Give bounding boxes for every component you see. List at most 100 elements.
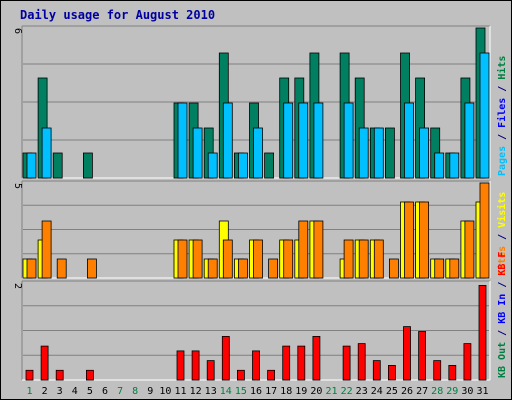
x-tick-label-day-18: 18 [280, 386, 292, 397]
bar-files-day-16 [253, 127, 263, 179]
bar-kb-f-day-22 [342, 345, 351, 381]
legend-entry: Sites [496, 246, 508, 276]
bar-kb-f-day-17 [267, 369, 276, 381]
x-tick-label-day-10: 10 [159, 386, 171, 397]
bar-sites-day-16 [253, 239, 263, 279]
x-tick-label-day-1: 1 [26, 386, 32, 397]
x-tick-label-day-13: 13 [205, 386, 217, 397]
panel-legend: Pages / Files / Hits [496, 56, 508, 176]
bar-sites-day-31 [479, 182, 490, 279]
bar-kb-f-day-12 [191, 350, 200, 381]
bar-files-day-2 [41, 127, 52, 179]
legend-entry: / [497, 330, 508, 342]
x-tick-label-day-31: 31 [476, 386, 488, 397]
legend-entry: KB In [497, 294, 508, 330]
x-tick-label-day-27: 27 [416, 386, 428, 397]
x-tick-label-day-29: 29 [446, 386, 458, 397]
bar-kb-f-day-11 [176, 350, 185, 381]
bar-kb-f-day-14 [221, 335, 230, 381]
x-tick-label-day-12: 12 [190, 386, 202, 397]
x-tick-label-day-21: 21 [325, 386, 337, 397]
bar-files-day-23 [358, 127, 369, 179]
legend-entry: KB F [497, 252, 508, 282]
bar-sites-day-1 [26, 258, 37, 279]
x-tick-label-day-28: 28 [431, 386, 443, 397]
bar-sites-day-22 [343, 239, 354, 279]
bar-kb-f-day-15 [236, 369, 245, 381]
panel-legend: Sites / Visits [496, 192, 508, 276]
bar-hits-day-5 [83, 152, 93, 179]
legend-entry: KB Out [497, 342, 508, 378]
bar-sites-day-28 [434, 258, 445, 279]
legend-entry: Files [496, 98, 508, 134]
x-tick-label-day-20: 20 [310, 386, 322, 397]
legend-entry: Hits [496, 56, 508, 86]
bar-files-day-19 [298, 102, 309, 179]
bar-sites-day-11 [177, 239, 188, 279]
bar-files-day-12 [192, 127, 203, 179]
bar-files-day-24 [373, 127, 384, 179]
bar-sites-day-20 [313, 220, 324, 279]
bar-sites-day-2 [41, 220, 52, 279]
bar-sites-day-23 [358, 239, 369, 279]
x-tick-label-day-2: 2 [42, 386, 48, 397]
x-tick-label-day-11: 11 [174, 386, 186, 397]
chart-title: Daily usage for August 2010 [20, 8, 215, 22]
legend-entry: Pages [497, 146, 508, 176]
x-tick-label-day-15: 15 [235, 386, 247, 397]
bar-files-day-31 [479, 52, 490, 179]
bar-sites-day-5 [87, 258, 97, 279]
bar-files-day-18 [283, 102, 294, 179]
bar-hits-day-3 [52, 152, 63, 179]
x-tick-label-day-16: 16 [250, 386, 262, 397]
legend-entry: / [497, 134, 508, 146]
bar-sites-day-14 [222, 239, 233, 279]
bar-kb-f-day-29 [448, 364, 457, 381]
legend-entry: / [497, 234, 508, 246]
bar-kb-f-day-26 [403, 326, 411, 381]
x-tick-label-day-23: 23 [356, 386, 368, 397]
bar-kb-f-day-3 [55, 369, 64, 381]
bar-hits-day-25 [384, 127, 395, 179]
bar-kb-f-day-25 [387, 364, 396, 381]
bar-kb-f-day-2 [40, 345, 49, 381]
bar-files-day-14 [222, 102, 233, 179]
bar-files-day-15 [237, 152, 248, 179]
y-max-label: 2 [12, 283, 23, 289]
x-tick-label-day-8: 8 [132, 386, 138, 397]
bar-files-day-29 [449, 152, 460, 179]
x-tick-label-day-24: 24 [371, 386, 383, 397]
bar-sites-day-17 [268, 258, 279, 279]
bar-files-day-13 [207, 152, 218, 179]
bar-sites-day-15 [237, 258, 248, 279]
bar-kb-f-day-23 [357, 343, 366, 381]
bar-sites-day-24 [373, 239, 384, 279]
x-tick-label-day-6: 6 [102, 386, 108, 397]
bar-sites-day-29 [449, 258, 460, 279]
legend-entry: Visits [496, 192, 508, 234]
y-max-label: 6 [12, 28, 23, 34]
bar-files-day-27 [419, 127, 430, 179]
bar-sites-day-27 [419, 201, 430, 279]
bar-kb-f-day-24 [372, 360, 381, 381]
bar-files-day-20 [313, 102, 324, 179]
panel-3: 2 KB Out / KB In / KB F [12, 252, 508, 381]
bar-kb-f-day-30 [463, 343, 472, 381]
x-tick-label-day-7: 7 [117, 386, 123, 397]
x-tick-label-day-25: 25 [386, 386, 398, 397]
bar-sites-day-13 [207, 258, 218, 279]
bar-kb-f-day-31 [478, 284, 487, 381]
x-tick-label-day-26: 26 [401, 386, 413, 397]
x-tick-label-day-9: 9 [147, 386, 153, 397]
bar-files-day-28 [434, 152, 445, 179]
panel-1: 6 Pages / Files / Hits [12, 25, 508, 179]
bar-files-day-30 [464, 102, 475, 179]
bar-kb-f-day-16 [252, 350, 260, 381]
panel-legend: KB Out / KB In / KB F [497, 252, 508, 378]
legend-entry: / [497, 86, 508, 98]
bar-hits-day-17 [264, 152, 275, 179]
x-tick-label-day-17: 17 [265, 386, 277, 397]
bar-sites-day-30 [464, 220, 475, 279]
